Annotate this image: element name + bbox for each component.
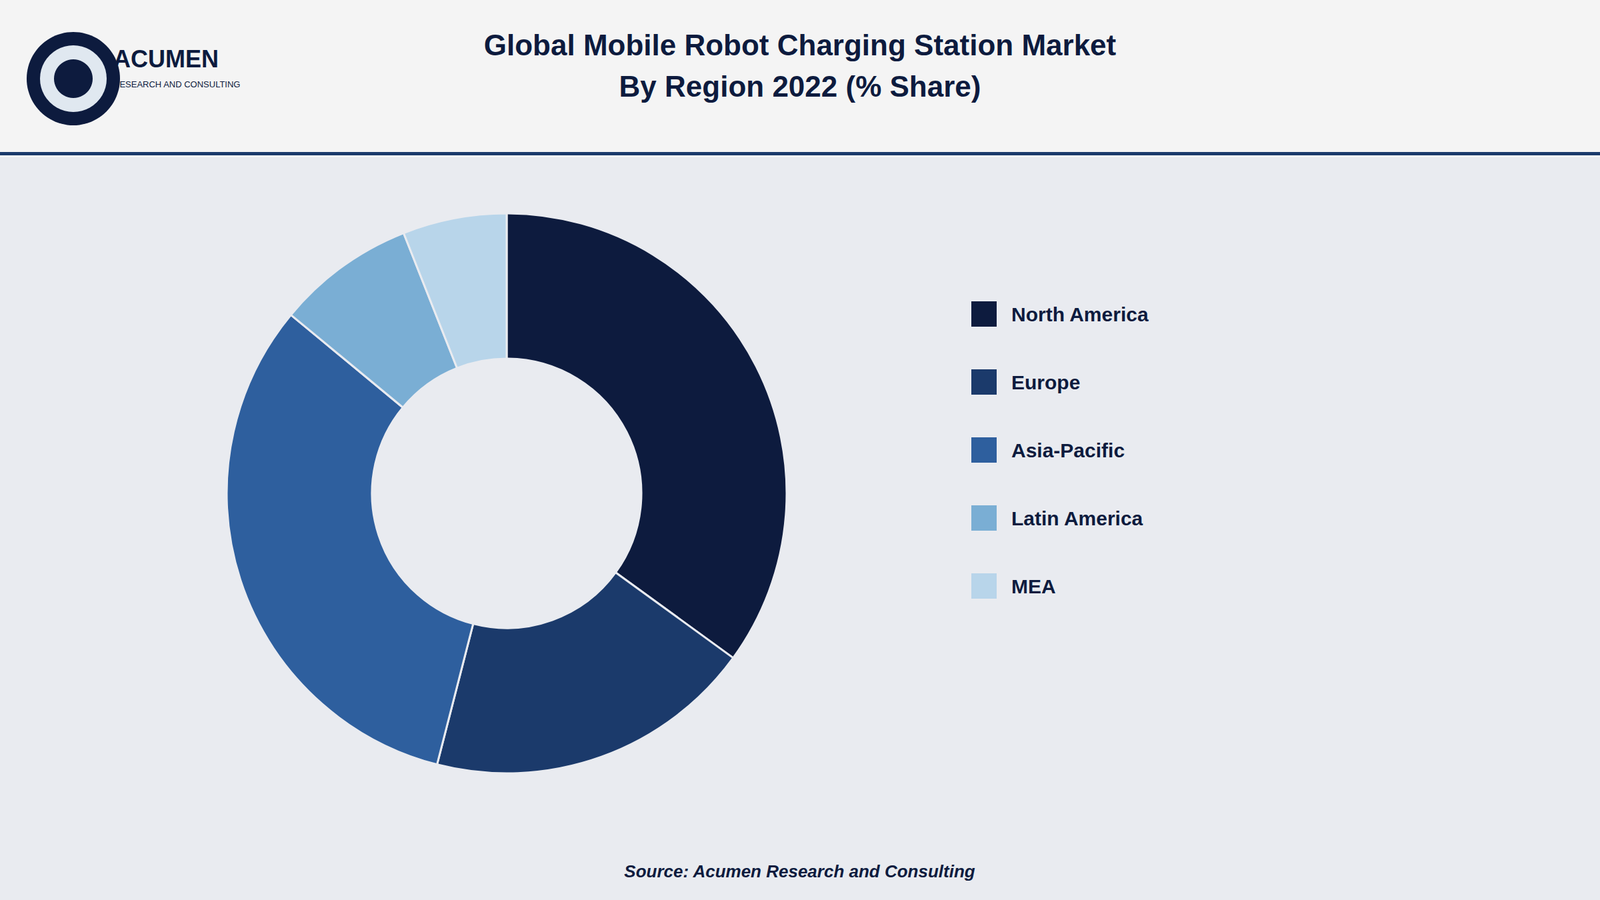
svg-text:Latin America: Latin America xyxy=(1011,507,1144,530)
svg-text:By Region 2022 (% Share): By Region 2022 (% Share) xyxy=(619,70,982,103)
svg-text:Source: Acumen Research and Co: Source: Acumen Research and Consulting xyxy=(624,861,975,882)
svg-text:Global Mobile Robot Charging S: Global Mobile Robot Charging Station Mar… xyxy=(484,28,1117,62)
svg-text:MEA: MEA xyxy=(1011,575,1056,598)
svg-text:North America: North America xyxy=(1011,303,1149,326)
svg-text:ACUMEN: ACUMEN xyxy=(113,45,219,73)
svg-text:RESEARCH AND CONSULTING: RESEARCH AND CONSULTING xyxy=(113,79,240,90)
svg-text:Europe: Europe xyxy=(1011,371,1080,394)
svg-text:Asia-Pacific: Asia-Pacific xyxy=(1011,439,1125,462)
